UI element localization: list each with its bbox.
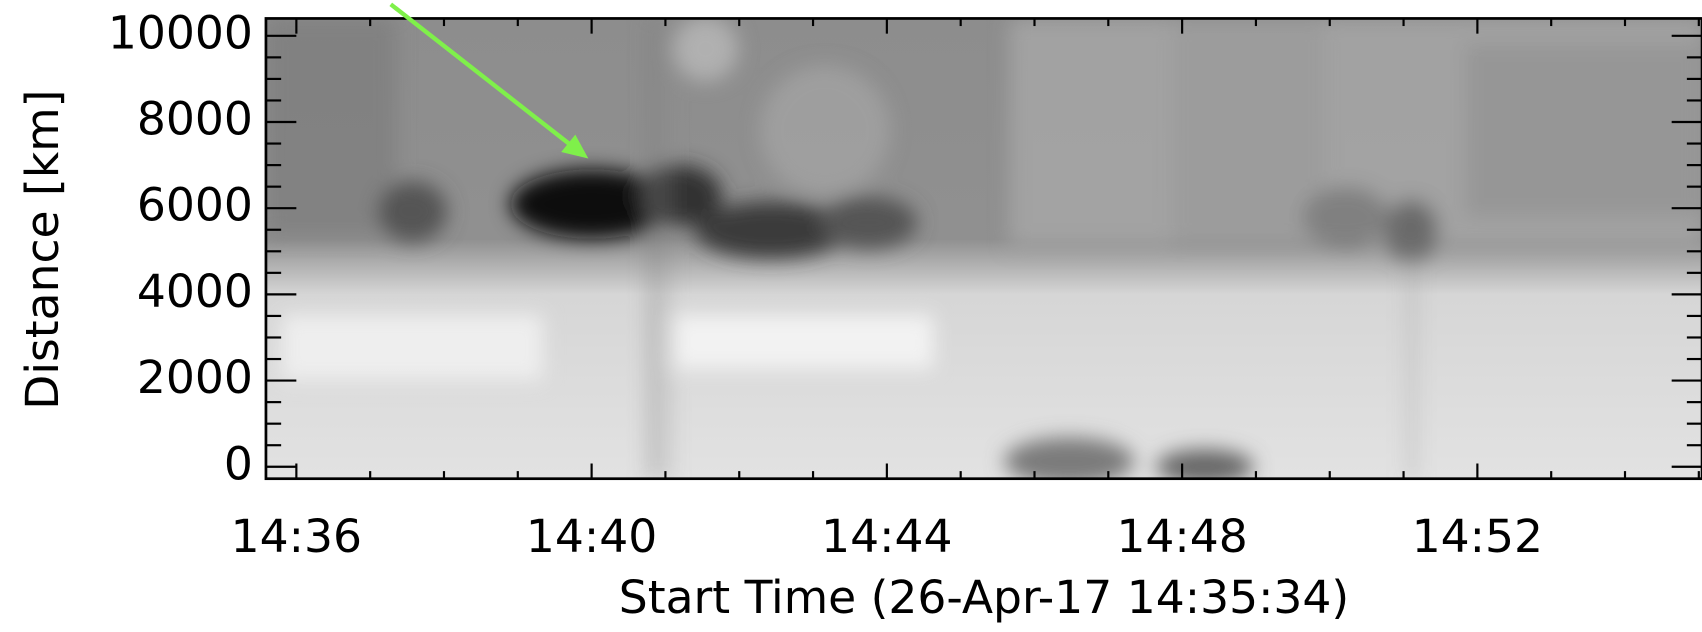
x-axis-label: Start Time (26-Apr-17 14:35:34) — [619, 571, 1349, 624]
heatmap-image — [265, 18, 1702, 479]
arrow-annotation — [389, 2, 589, 159]
x-tick-label: 14:48 — [1116, 510, 1247, 563]
y-tick-label: 6000 — [137, 179, 253, 232]
y-tick-label: 0 — [224, 437, 253, 490]
y-tick-label: 8000 — [137, 93, 253, 146]
plot-area: 14:36 14:40 14:44 14:48 14:52 0 2000 4000 6000 80… — [16, 2, 1702, 624]
x-tick-label: 14:40 — [526, 510, 657, 563]
y-axis-label: Distance [km] — [16, 90, 69, 410]
y-tick-label: 2000 — [137, 351, 253, 404]
x-tick-label: 14:52 — [1412, 510, 1543, 563]
y-tick-label: 10000 — [108, 6, 253, 59]
x-tick-label: 14:36 — [231, 510, 362, 563]
x-tick-label: 14:44 — [821, 510, 952, 563]
y-tick-label: 4000 — [137, 265, 253, 318]
plot-frame — [264, 17, 1702, 481]
